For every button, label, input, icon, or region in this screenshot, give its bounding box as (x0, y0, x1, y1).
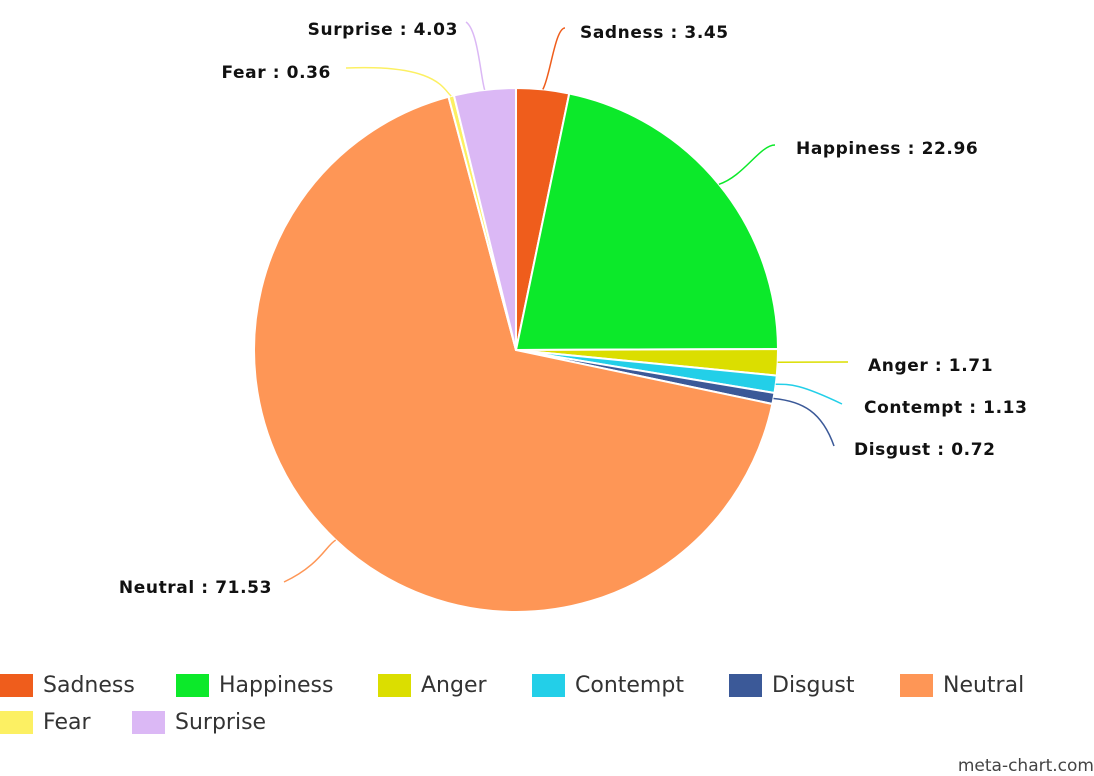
legend-label: Contempt (575, 673, 684, 698)
legend-item-contempt[interactable]: Contempt (532, 670, 684, 700)
connector-line-fear (346, 68, 451, 97)
connector-line-sadness (543, 28, 565, 89)
legend-item-disgust[interactable]: Disgust (729, 670, 855, 700)
legend-item-fear[interactable]: Fear (0, 707, 91, 737)
legend-label: Sadness (43, 673, 135, 698)
data-label-contempt: Contempt : 1.13 (864, 398, 1028, 418)
legend-swatch (378, 674, 411, 697)
legend-swatch (900, 674, 933, 697)
legend-item-neutral[interactable]: Neutral (900, 670, 1024, 700)
data-label-neutral: Neutral : 71.53 (119, 578, 272, 598)
pie-slices (254, 88, 778, 612)
connector-line-disgust (774, 399, 835, 447)
legend-label: Happiness (219, 673, 333, 698)
legend-swatch (176, 674, 209, 697)
legend-label: Fear (43, 710, 91, 735)
legend-label: Disgust (772, 673, 855, 698)
data-label-anger: Anger : 1.71 (868, 356, 993, 376)
chart-credit[interactable]: meta-chart.com (958, 756, 1094, 776)
legend-item-surprise[interactable]: Surprise (132, 707, 266, 737)
legend-label: Surprise (175, 710, 266, 735)
legend-row: Fear Surprise (0, 707, 1094, 737)
data-label-sadness: Sadness : 3.45 (580, 23, 729, 43)
data-label-disgust: Disgust : 0.72 (854, 440, 996, 460)
legend-item-happiness[interactable]: Happiness (176, 670, 333, 700)
data-label-fear: Fear : 0.36 (222, 63, 332, 83)
legend-swatch (132, 711, 165, 734)
legend-label: Neutral (943, 673, 1024, 698)
legend-item-sadness[interactable]: Sadness (0, 670, 135, 700)
legend-swatch (729, 674, 762, 697)
legend-swatch (0, 711, 33, 734)
connector-line-neutral (284, 540, 336, 582)
connector-line-happiness (719, 145, 775, 184)
legend-swatch (0, 674, 33, 697)
legend-row: Sadness Happiness Anger Contempt Disgust… (0, 670, 1094, 700)
legend-item-anger[interactable]: Anger (378, 670, 487, 700)
data-label-happiness: Happiness : 22.96 (796, 139, 978, 159)
legend-swatch (532, 674, 565, 697)
legend-label: Anger (421, 673, 487, 698)
connector-line-surprise (466, 22, 485, 90)
data-label-surprise: Surprise : 4.03 (308, 20, 458, 40)
